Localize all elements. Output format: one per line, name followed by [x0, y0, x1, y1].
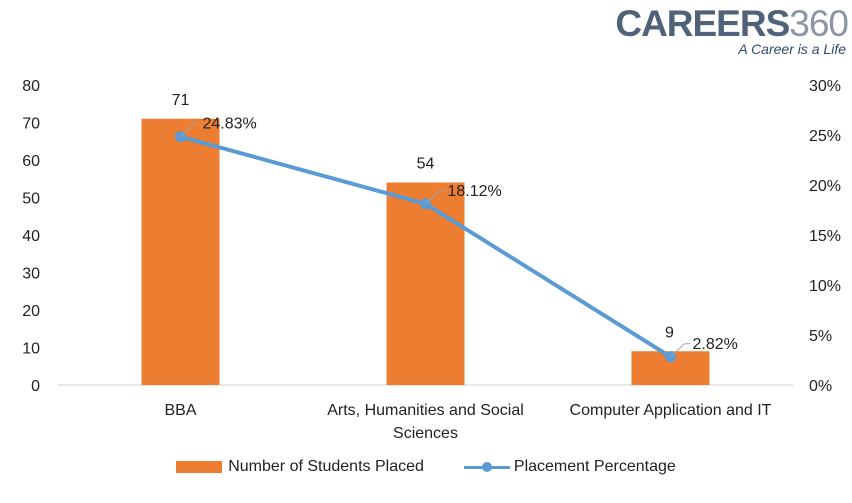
y-right-tick-label: 5%: [809, 328, 832, 345]
bar: [386, 182, 465, 385]
data-label-leader: [670, 343, 691, 358]
line-data-label: 24.83%: [203, 116, 257, 133]
logo-tagline: A Career is a Life: [738, 41, 846, 57]
y-right-tick-label: 30%: [809, 78, 841, 95]
legend-label-bars: Number of Students Placed: [228, 458, 424, 475]
y-left-tick-label: 70: [22, 116, 40, 133]
y-left-tick-label: 10: [22, 341, 40, 358]
legend-label-line: Placement Percentage: [513, 458, 676, 475]
y-right-tick-label: 0%: [809, 378, 832, 395]
logo-wordmark: CAREERS360: [615, 3, 849, 44]
line-data-label: 2.82%: [693, 336, 738, 353]
chart-legend: Number of Students Placed Placement Perc…: [0, 458, 852, 476]
legend-item-bars: Number of Students Placed: [176, 458, 424, 476]
careers360-logo: CAREERS360 A Career is a Life: [615, 3, 849, 58]
bar-data-label: 54: [417, 156, 435, 173]
y-right-tick-label: 20%: [809, 178, 841, 195]
y-left-tick-label: 60: [22, 153, 40, 170]
x-category-label: Arts, Humanities and Social: [327, 402, 524, 419]
x-category-label: Computer Application and IT: [570, 402, 772, 419]
y-left-tick-label: 20: [22, 303, 40, 320]
legend-item-line: Placement Percentage: [463, 458, 676, 476]
x-category-label: Sciences: [393, 425, 458, 442]
legend-line-swatch: [463, 461, 510, 473]
y-left-tick-label: 0: [31, 378, 40, 395]
x-category-label: BBA: [164, 402, 196, 419]
bar-data-label: 9: [665, 324, 674, 341]
bar: [141, 118, 220, 385]
y-right-tick-label: 15%: [809, 228, 841, 245]
data-label-leader: [425, 190, 446, 205]
y-left-tick-label: 50: [22, 191, 40, 208]
combo-chart: 0 10 20 30 40 50 60 70 80 0% 5% 10% 15% 20% 25% 30% 71 54…: [22, 78, 841, 442]
bar-data-label: 71: [172, 92, 190, 109]
logo-brand: CAREERS: [615, 3, 790, 44]
y-left-tick-label: 80: [22, 78, 40, 95]
y-left-tick-label: 30: [22, 266, 40, 283]
data-label-leader: [180, 123, 201, 138]
logo-brand-number: 360: [789, 3, 849, 44]
y-right-tick-label: 25%: [809, 128, 841, 145]
line-data-label: 18.12%: [448, 183, 502, 200]
y-left-tick-label: 40: [22, 228, 40, 245]
y-right-tick-label: 10%: [809, 278, 841, 295]
legend-bar-swatch: [176, 461, 223, 473]
